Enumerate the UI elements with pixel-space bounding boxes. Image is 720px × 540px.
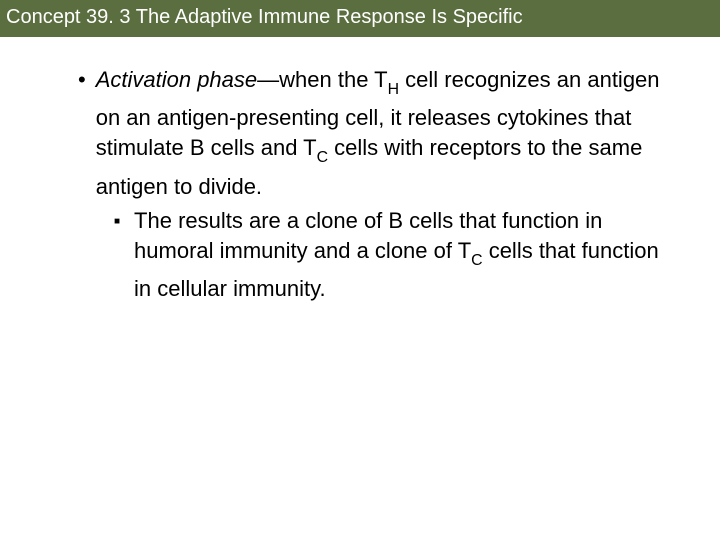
sub-bullet-text: The results are a clone of B cells that … [134, 206, 680, 304]
subscript-c1: C [317, 149, 328, 166]
subscript-c2: C [471, 252, 482, 269]
sub-bullet-marker: ■ [114, 207, 120, 237]
slide-content: • Activation phase—when the TH cell reco… [0, 37, 720, 304]
header-bar: Concept 39. 3 The Adaptive Immune Respon… [0, 0, 720, 37]
slide: Concept 39. 3 The Adaptive Immune Respon… [0, 0, 720, 540]
subscript-h: H [388, 81, 399, 98]
activation-phase-label: Activation phase [96, 67, 257, 92]
bullet-seg1: —when the T [257, 67, 387, 92]
header-title: Concept 39. 3 The Adaptive Immune Respon… [6, 6, 523, 28]
bullet-marker: • [78, 65, 86, 95]
bullet-item: • Activation phase—when the TH cell reco… [78, 65, 680, 202]
sub-bullet-item: ■ The results are a clone of B cells tha… [78, 206, 680, 304]
bullet-text: Activation phase—when the TH cell recogn… [96, 65, 680, 202]
